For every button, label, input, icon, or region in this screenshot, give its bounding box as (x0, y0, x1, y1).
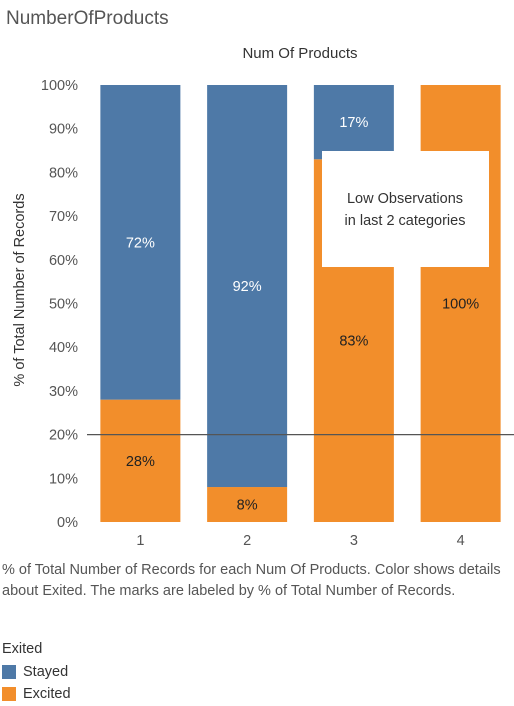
chart-title: Num Of Products (242, 45, 357, 62)
y-tick-label: 60% (49, 253, 78, 269)
legend-swatch-stayed (2, 665, 16, 679)
y-tick-label: 10% (49, 471, 78, 487)
sheet-title: NumberOfProducts (6, 8, 169, 29)
bar-label-excited-1: 28% (126, 454, 155, 470)
x-tick-label: 1 (136, 533, 144, 549)
bar-excited-2[interactable] (207, 487, 288, 522)
annotation-box: Low Observations in last 2 categories (322, 151, 489, 267)
stacked-bar-chart: Num Of Products % of Total Number of Rec… (12, 45, 514, 549)
y-tick-label: 70% (49, 209, 78, 225)
bar-label-stayed-2: 92% (233, 279, 262, 295)
bar-label-stayed-1: 72% (126, 235, 155, 251)
y-tick-label: 20% (49, 428, 78, 444)
legend-item-stayed[interactable]: Stayed (2, 661, 71, 683)
bar-label-excited-3: 83% (339, 334, 368, 350)
legend-label-excited: Excited (23, 686, 71, 702)
bar-label-excited-2: 8% (237, 498, 258, 514)
legend-title: Exited (2, 641, 43, 657)
bars[interactable] (100, 85, 501, 523)
y-tick-label: 80% (49, 165, 78, 181)
legend-swatch-excited (2, 687, 16, 701)
x-tick-label: 3 (350, 533, 358, 549)
legend-item-excited[interactable]: Excited (2, 683, 71, 705)
annotation-line-2: in last 2 categories (345, 213, 466, 229)
y-tick-label: 0% (57, 515, 78, 531)
y-axis-ticks: 0% 10% 20% 30% 40% 50% 60% 70% 80% 90% 100% (41, 78, 78, 531)
x-axis-ticks: 1 2 3 4 (136, 533, 464, 549)
y-tick-label: 100% (41, 78, 78, 94)
bar-stayed-1[interactable] (100, 85, 181, 400)
bar-stayed-3[interactable] (313, 85, 394, 160)
y-tick-label: 40% (49, 340, 78, 356)
y-tick-label: 30% (49, 384, 78, 400)
x-tick-label: 2 (243, 533, 251, 549)
legend-label-stayed: Stayed (23, 664, 69, 680)
bar-label-stayed-3: 17% (339, 115, 368, 131)
y-tick-label: 90% (49, 122, 78, 138)
bar-label-excited-4: 100% (442, 297, 479, 313)
legend: Exited Stayed Excited (2, 641, 71, 705)
chart-caption: % of Total Number of Records for each Nu… (2, 562, 501, 599)
bar-labels: 28% 72% 8% 92% 83% 17% 100% (126, 115, 479, 513)
bar-stayed-2[interactable] (207, 85, 288, 488)
x-tick-label: 4 (457, 533, 465, 549)
bar-excited-1[interactable] (100, 399, 181, 522)
annotation-line-1: Low Observations (347, 191, 463, 207)
y-axis-label: % of Total Number of Records (12, 193, 28, 386)
y-tick-label: 50% (49, 297, 78, 313)
